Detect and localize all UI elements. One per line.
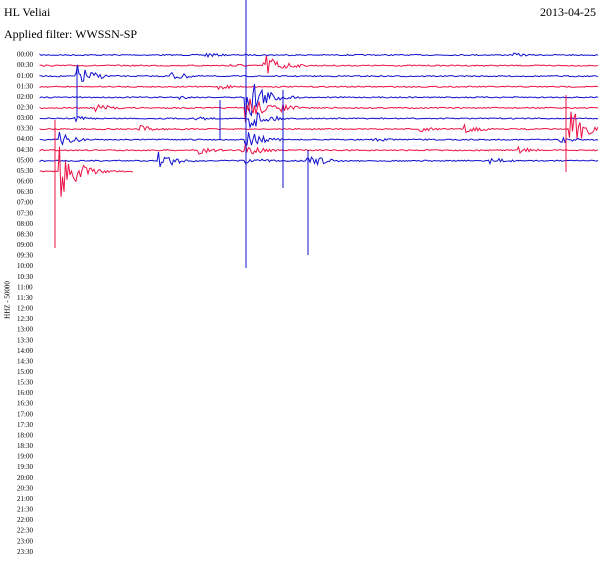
time-label: 10:30	[17, 273, 33, 281]
time-label: 16:30	[17, 400, 33, 408]
time-label: 02:00	[17, 93, 33, 101]
time-label: 07:00	[17, 199, 33, 207]
time-label: 08:30	[17, 230, 33, 238]
time-label: 22:00	[17, 516, 33, 524]
time-label: 11:30	[17, 294, 33, 302]
time-label: 22:30	[17, 527, 33, 535]
trace	[39, 111, 599, 139]
time-label: 02:30	[17, 104, 33, 112]
time-label: 16:00	[17, 389, 33, 397]
trace	[39, 84, 599, 91]
time-label: 19:00	[17, 453, 33, 461]
time-label: 03:30	[17, 125, 33, 133]
time-label: 06:30	[17, 188, 33, 196]
time-label: 12:00	[17, 305, 33, 313]
time-label: 03:00	[17, 114, 33, 122]
time-label: 13:30	[17, 336, 33, 344]
filter-label: Applied filter: WWSSN-SP	[4, 27, 137, 41]
time-label: 17:30	[17, 421, 33, 429]
time-label: 20:30	[17, 484, 33, 492]
time-label: 05:00	[17, 156, 33, 164]
time-label: 11:00	[17, 283, 33, 291]
trace	[39, 111, 599, 130]
trace	[39, 84, 599, 123]
time-label: 00:00	[17, 51, 33, 59]
time-label: 21:30	[17, 506, 33, 514]
time-label: 01:30	[17, 82, 33, 90]
time-label: 06:00	[17, 178, 33, 186]
time-label: 08:00	[17, 220, 33, 228]
trace	[39, 98, 599, 122]
time-label: 17:00	[17, 410, 33, 418]
time-label: 00:30	[17, 61, 33, 69]
time-label: 18:00	[17, 431, 33, 439]
time-label: 01:00	[17, 72, 33, 80]
time-label: 07:30	[17, 209, 33, 217]
time-label: 19:30	[17, 463, 33, 471]
time-label: 13:00	[17, 326, 33, 334]
time-label: 21:00	[17, 495, 33, 503]
traces	[39, 0, 599, 268]
time-label: 04:00	[17, 135, 33, 143]
time-label: 23:30	[17, 548, 33, 556]
time-label: 23:00	[17, 537, 33, 545]
trace	[39, 131, 599, 146]
time-label: 09:30	[17, 252, 33, 260]
time-label: 12:30	[17, 315, 33, 323]
time-label: 14:00	[17, 347, 33, 355]
trace	[39, 52, 599, 59]
trace	[39, 64, 599, 82]
time-label: 18:30	[17, 442, 33, 450]
time-label: 14:30	[17, 357, 33, 365]
time-label: 05:30	[17, 167, 33, 175]
time-label: 20:00	[17, 474, 33, 482]
trace	[39, 143, 599, 155]
date: 2013-04-25	[540, 5, 596, 19]
trace	[39, 146, 133, 197]
channel-label: HHZ - 50000	[4, 281, 12, 319]
time-label: 10:00	[17, 262, 33, 270]
trace	[39, 55, 599, 74]
time-label: 09:00	[17, 241, 33, 249]
trace	[39, 151, 599, 168]
time-label: 15:30	[17, 379, 33, 387]
time-label: 04:30	[17, 146, 33, 154]
time-label: 15:00	[17, 368, 33, 376]
station-name: HL Veliai	[4, 5, 51, 19]
